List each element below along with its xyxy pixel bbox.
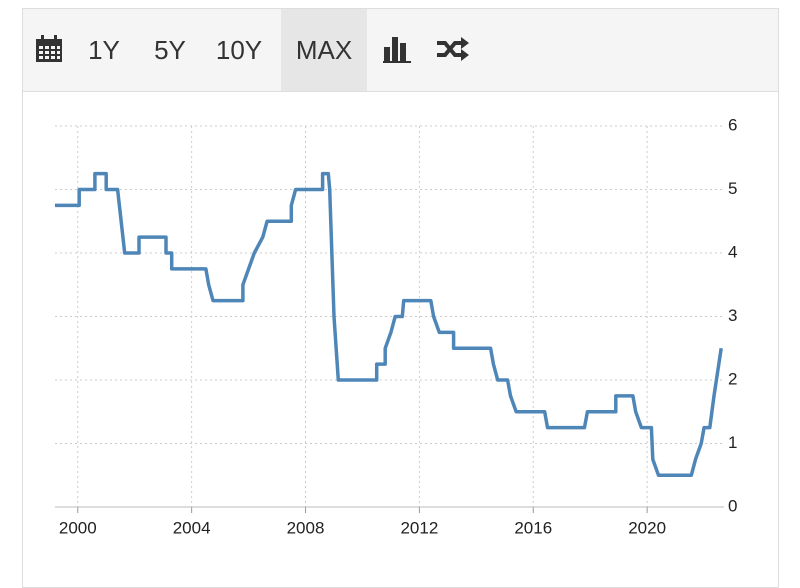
y-tick-label: 6	[728, 115, 737, 134]
y-tick-label: 0	[728, 496, 737, 515]
bar-chart-icon[interactable]	[383, 35, 411, 63]
shuffle-icon[interactable]	[435, 35, 471, 63]
x-tick-label: 2008	[287, 518, 325, 537]
x-tick-label: 2020	[628, 518, 666, 537]
x-tick-label: 2000	[59, 518, 97, 537]
y-tick-label: 3	[728, 306, 737, 325]
y-tick-label: 5	[728, 179, 737, 198]
x-tick-label: 2004	[173, 518, 211, 537]
line	[55, 171, 723, 478]
y-tick-label: 1	[728, 433, 737, 452]
range-button[interactable]: 1Y	[88, 35, 120, 65]
chart-frame: 1Y 5Y 10Y MAX	[22, 8, 779, 588]
range-button[interactable]: MAX	[281, 9, 367, 91]
toolbar: 1Y 5Y 10Y MAX	[23, 9, 778, 92]
x-tick-label: 2012	[400, 518, 438, 537]
x-tick-label: 2016	[514, 518, 552, 537]
y-tick-label: 2	[728, 369, 737, 388]
page: {"toolbar": {"ranges": ["1Y", "5Y", "10Y…	[22, 8, 779, 588]
chart: 0 1 2 3 4 5 6 2000 2004 2008 2012 2016 2020	[55, 115, 737, 537]
range-button[interactable]: 5Y	[154, 35, 186, 65]
calendar-icon[interactable]	[35, 35, 63, 63]
y-tick-label: 4	[728, 242, 737, 261]
range-button[interactable]: 10Y	[215, 35, 263, 65]
